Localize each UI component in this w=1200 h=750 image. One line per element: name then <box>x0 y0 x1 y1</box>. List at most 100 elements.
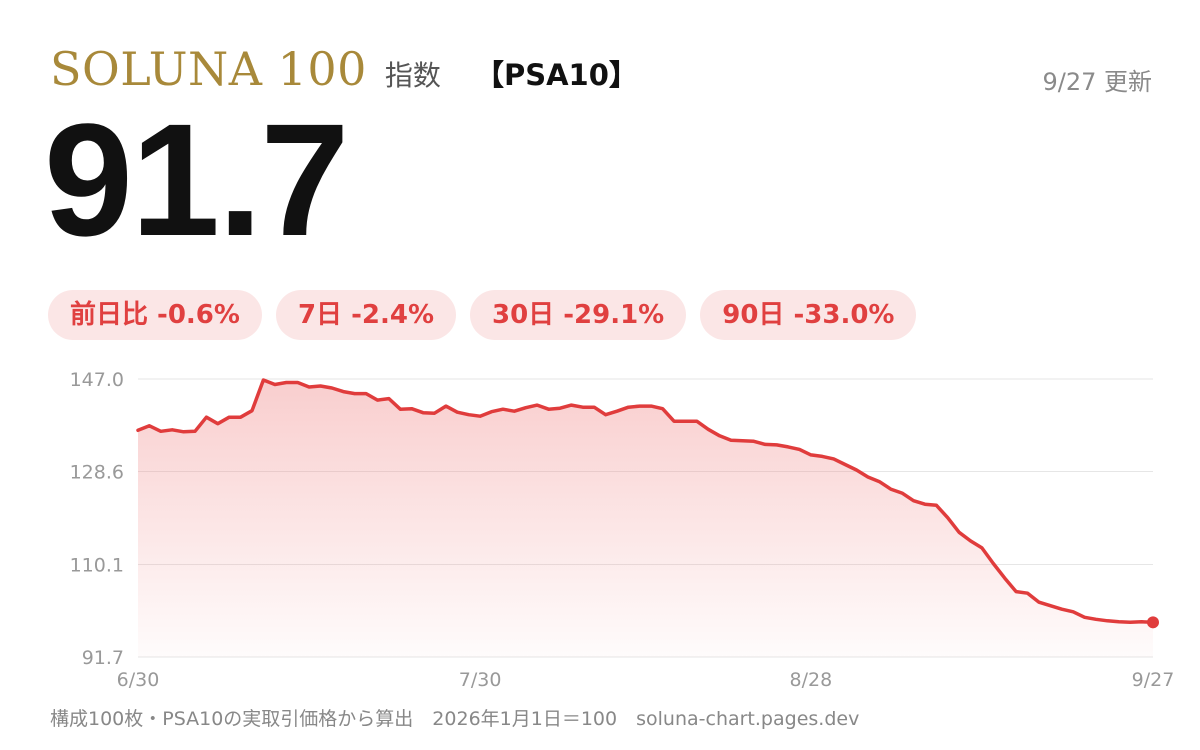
data-point <box>1105 619 1109 623</box>
data-point <box>912 499 916 503</box>
data-point <box>364 392 368 396</box>
data-point <box>1048 604 1052 608</box>
data-point <box>558 406 562 410</box>
data-point <box>1026 591 1030 595</box>
data-point <box>421 411 425 415</box>
data-point <box>227 415 231 419</box>
data-point <box>855 468 859 472</box>
x-tick-label: 9/27 <box>1132 669 1175 691</box>
data-point <box>991 562 995 566</box>
data-point <box>923 502 927 506</box>
data-point <box>159 429 163 433</box>
data-point <box>695 419 699 423</box>
data-point <box>809 453 813 457</box>
x-tick-label: 6/30 <box>117 669 160 691</box>
data-point <box>638 404 642 408</box>
data-point <box>877 480 881 484</box>
data-point <box>307 385 311 389</box>
data-point <box>1094 617 1098 621</box>
data-point <box>1071 610 1075 614</box>
data-point <box>763 442 767 446</box>
data-point <box>398 407 402 411</box>
y-tick-label: 128.6 <box>70 461 124 483</box>
data-point <box>683 419 687 423</box>
data-point <box>1140 620 1144 624</box>
data-point <box>433 411 437 415</box>
data-point <box>501 407 505 411</box>
data-point <box>649 404 653 408</box>
data-point <box>889 487 893 491</box>
change-badge-7d: 7日 -2.4% <box>275 290 456 340</box>
data-point <box>820 454 824 458</box>
data-point <box>1003 576 1007 580</box>
grade-tag: 【PSA10】 <box>474 58 638 92</box>
data-point <box>672 419 676 423</box>
data-point <box>353 392 357 396</box>
change-badges: 前日比 -0.6% 7日 -2.4% 30日 -29.1% 90日 -33.0% <box>48 290 917 340</box>
data-point <box>273 383 277 387</box>
data-point <box>798 447 802 451</box>
data-point <box>444 404 448 408</box>
y-tick-label: 91.7 <box>82 647 124 669</box>
data-point <box>296 381 300 385</box>
data-point <box>1128 620 1132 624</box>
data-point <box>592 405 596 409</box>
data-point <box>250 409 254 413</box>
series-line <box>136 378 1155 625</box>
data-point <box>387 397 391 401</box>
index-chart: 147.0 128.6 110.1 91.7 6/30 7/30 8/28 9/27 <box>70 369 1175 691</box>
data-point <box>706 427 710 431</box>
data-point <box>775 443 779 447</box>
brand-title: SOLUNA 100 <box>50 42 367 96</box>
data-point <box>934 503 938 507</box>
change-badge-1d: 前日比 -0.6% <box>48 290 262 340</box>
data-point <box>866 475 870 479</box>
data-point <box>512 409 516 413</box>
title-row: SOLUNA 100 指数 【PSA10】 <box>50 42 638 104</box>
data-point <box>957 530 961 534</box>
data-point <box>319 384 323 388</box>
data-point <box>239 415 243 419</box>
data-point <box>376 398 380 402</box>
data-point <box>170 428 174 432</box>
data-point <box>547 407 551 411</box>
data-point <box>946 516 950 520</box>
x-axis-ticks: 6/30 7/30 8/28 9/27 <box>117 669 1175 691</box>
data-point <box>284 381 288 385</box>
data-point <box>216 422 220 426</box>
data-point <box>604 413 608 417</box>
y-tick-label: 110.1 <box>70 555 124 577</box>
data-point <box>410 407 414 411</box>
data-point <box>900 491 904 495</box>
data-point <box>786 445 790 449</box>
data-point <box>182 430 186 434</box>
footer-note: 構成100枚・PSA10の実取引価格から算出 2026年1月1日＝100 sol… <box>50 708 860 730</box>
change-badge-30d: 30日 -29.1% <box>470 290 687 340</box>
data-point <box>535 403 539 407</box>
data-point <box>204 415 208 419</box>
data-point <box>980 546 984 550</box>
data-point <box>569 403 573 407</box>
data-point <box>1014 590 1018 594</box>
data-point <box>455 410 459 414</box>
data-point <box>261 378 265 382</box>
data-point <box>467 413 471 417</box>
data-point <box>136 428 140 432</box>
data-point <box>193 429 197 433</box>
data-point <box>1060 607 1064 611</box>
data-point <box>341 390 345 394</box>
x-tick-label: 7/30 <box>459 669 502 691</box>
data-point <box>661 407 665 411</box>
data-point <box>626 405 630 409</box>
current-index-value: 91.7 <box>44 90 349 269</box>
data-point <box>1037 600 1041 604</box>
data-point <box>752 439 756 443</box>
data-point <box>147 424 151 428</box>
y-axis-ticks: 147.0 128.6 110.1 91.7 <box>70 369 124 669</box>
index-label: 指数 <box>384 59 441 92</box>
data-point <box>615 409 619 413</box>
data-point <box>1117 620 1121 624</box>
x-tick-label: 8/28 <box>790 669 833 691</box>
data-point <box>832 457 836 461</box>
data-point <box>1083 615 1087 619</box>
